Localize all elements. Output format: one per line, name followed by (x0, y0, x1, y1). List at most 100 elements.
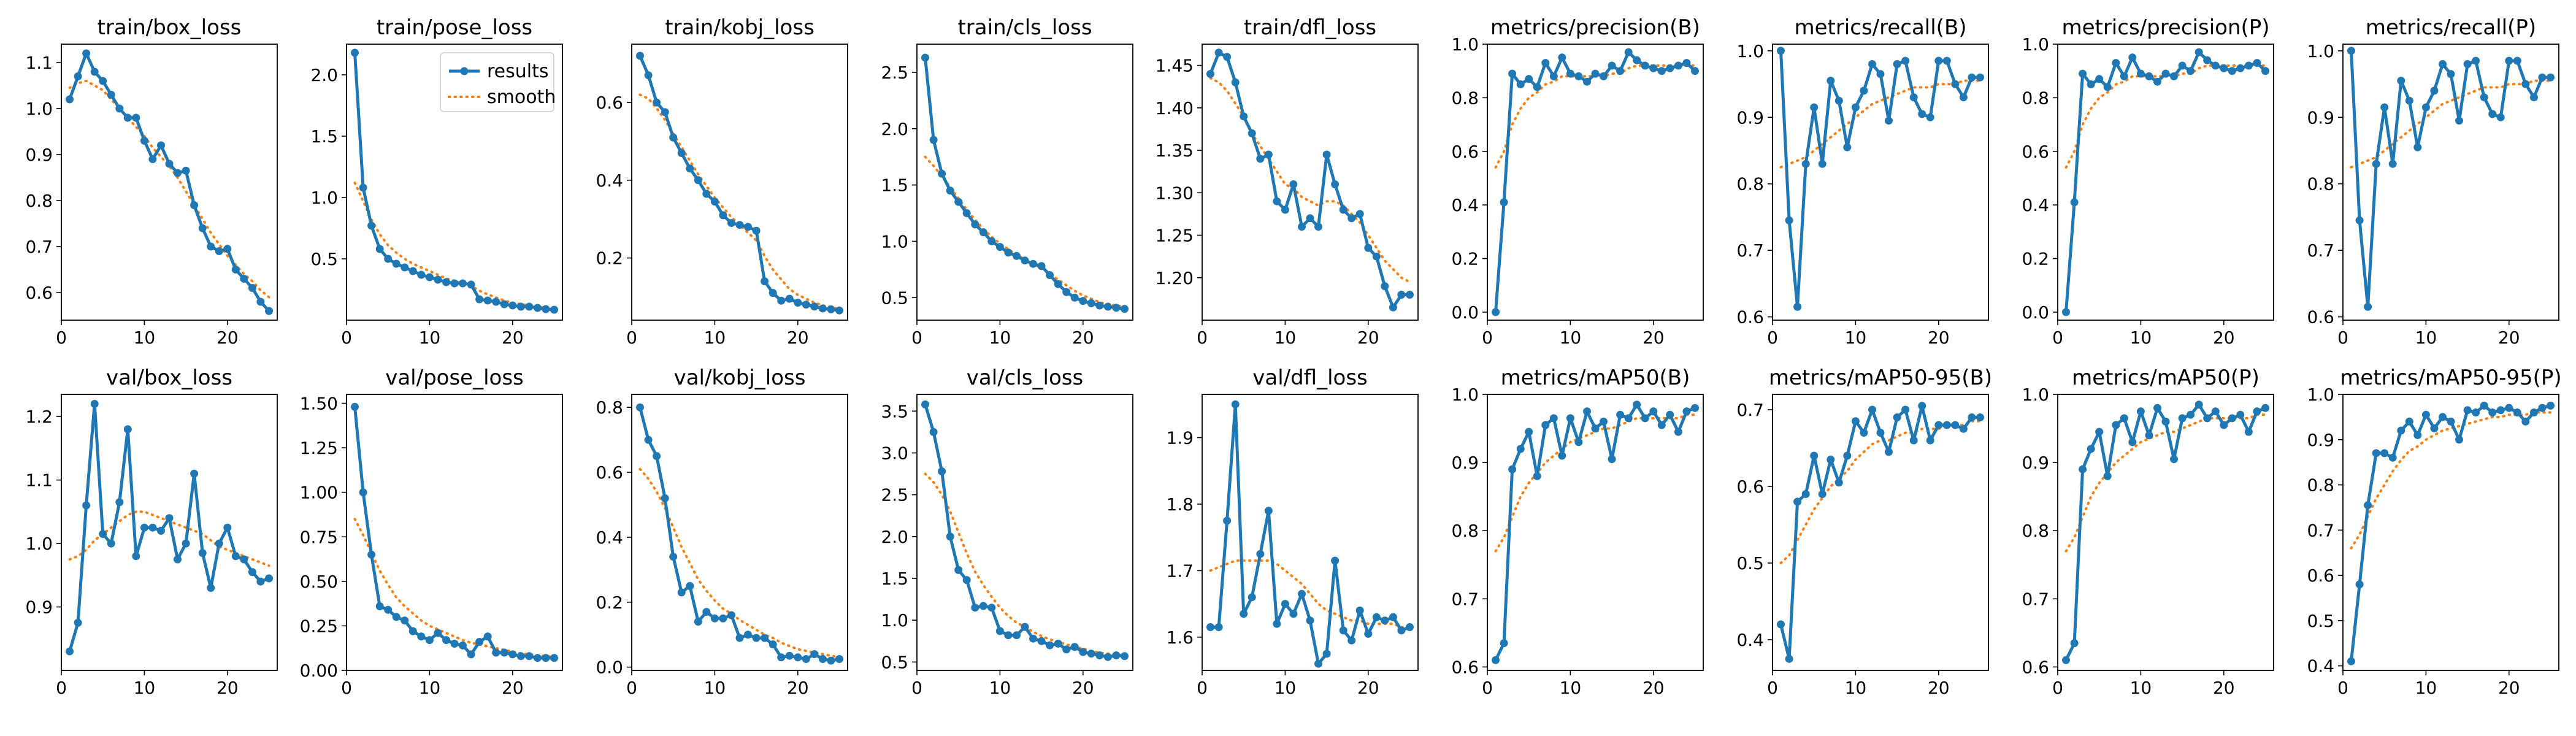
y-tick-label: 1.0 (2022, 385, 2049, 405)
y-tick-label: 1.0 (1736, 41, 1764, 61)
results-point (198, 549, 207, 558)
smooth-line (2064, 413, 2267, 553)
results-point (207, 242, 215, 251)
legend-results-label: results (487, 61, 549, 82)
results-point (248, 284, 256, 292)
results-point (74, 618, 82, 627)
y-tick-label: 1.0 (2307, 41, 2334, 61)
results-point (2062, 656, 2070, 664)
results-point (2521, 417, 2530, 426)
results-point (1827, 455, 1835, 464)
results-point (1492, 656, 1500, 664)
results-point (2070, 639, 2079, 648)
y-tick-label: 0.5 (1736, 553, 1764, 573)
results-point (2505, 404, 2513, 412)
results-point (677, 588, 686, 597)
results-point (1843, 143, 1852, 151)
results-point (2364, 302, 2372, 311)
y-tick-label: 0.8 (596, 397, 623, 418)
results-point (2195, 401, 2203, 409)
axes-frame (2342, 44, 2559, 321)
subplot-10: val/box_loss 0 10 20 0.9 1.0 1.1 1.2 (25, 366, 278, 698)
y-tick-label: 1.0 (881, 610, 908, 631)
axes-frame (61, 394, 278, 671)
x-tick-label: 0 (626, 678, 637, 698)
results-point (1691, 404, 1699, 412)
results-point (2087, 445, 2095, 453)
x-tick-label: 20 (1643, 678, 1665, 698)
axes-frame (2342, 394, 2559, 671)
subplot-title: train/kobj_loss (665, 15, 815, 40)
results-point (1037, 637, 1046, 645)
x-tick-label: 0 (56, 328, 67, 348)
subplot-11: val/pose_loss 0 10 20 0.00 0.25 0.50 0.75 1.00 1.… (300, 366, 563, 698)
x-tick-label: 20 (1643, 328, 1665, 348)
results-point (467, 650, 475, 659)
results-point (190, 469, 199, 478)
results-point (107, 539, 115, 548)
x-tick-label: 20 (217, 328, 239, 348)
subplot-title: val/kobj_loss (674, 366, 806, 390)
x-tick-label: 10 (704, 328, 726, 348)
results-point (408, 267, 417, 275)
results-point (1801, 159, 1810, 168)
y-tick-label: 2.5 (881, 485, 908, 505)
axes-frame (631, 44, 848, 321)
axes-frame (346, 394, 563, 671)
results-point (1549, 72, 1558, 80)
results-point (542, 305, 550, 313)
results-point (384, 605, 393, 614)
results-point (1037, 262, 1046, 270)
axes-frame (1772, 44, 1989, 321)
y-tick-label: 1.0 (2307, 385, 2334, 405)
results-point (1624, 48, 1633, 56)
y-tick-label: 1.35 (1156, 140, 1194, 161)
results-line (924, 57, 1125, 311)
y-tick-label: 0.9 (2307, 107, 2334, 128)
results-point (995, 243, 1004, 251)
results-point (1046, 641, 1054, 650)
results-point (1231, 78, 1240, 86)
y-tick-label: 1.30 (1156, 183, 1194, 203)
results-point (1095, 301, 1104, 310)
results-point (1103, 653, 1112, 661)
subplot-title: metrics/precision(B) (1490, 15, 1700, 40)
results-point (207, 584, 215, 592)
results-point (367, 221, 376, 230)
results-point (1959, 93, 1968, 102)
results-point (492, 648, 500, 657)
smooth-line (1494, 413, 1696, 553)
results-point (1298, 223, 1306, 231)
results-point (1322, 150, 1331, 159)
results-point (2103, 83, 2112, 91)
results-point (516, 652, 525, 661)
results-point (2521, 80, 2530, 88)
results-point (450, 640, 459, 648)
results-point (1339, 205, 1347, 214)
results-point (434, 629, 442, 637)
results-point (115, 498, 124, 507)
results-point (231, 266, 240, 274)
y-tick-label: 0.25 (300, 616, 338, 636)
results-point (1682, 407, 1691, 416)
y-tick-label: 0.6 (1451, 657, 1479, 677)
results-line (2350, 404, 2551, 662)
results-point (1574, 72, 1583, 80)
x-tick-label: 20 (1357, 328, 1379, 348)
results-point (2380, 449, 2389, 458)
x-tick-label: 20 (2213, 678, 2235, 698)
results-point (636, 52, 644, 60)
results-point (425, 636, 434, 645)
results-point (2421, 103, 2430, 112)
results-point (1558, 53, 1566, 62)
y-tick-label: 2.0 (881, 119, 908, 139)
results-point (1641, 414, 1649, 423)
results-point (392, 259, 401, 268)
y-tick-label: 0.50 (300, 572, 338, 592)
results-point (1029, 634, 1037, 643)
results-point (2455, 117, 2463, 125)
results-point (1649, 64, 1658, 72)
results-point (240, 275, 248, 283)
y-tick-label: 3.0 (881, 443, 908, 463)
results-point (1095, 651, 1104, 659)
